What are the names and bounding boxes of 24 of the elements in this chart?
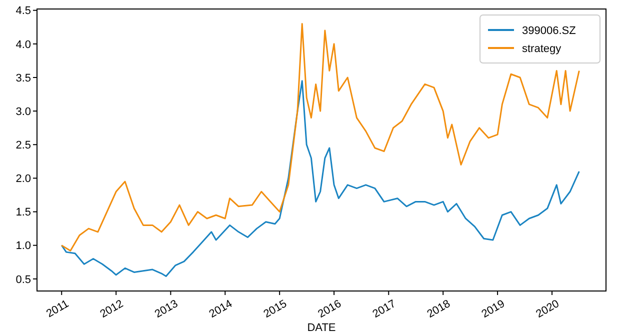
x-tick-label: 2013 [152,298,180,321]
line-series [60,80,580,277]
legend-label: 399006.SZ [522,24,576,37]
x-tick-label: 2020 [534,298,562,321]
y-tick-label: 1.5 [16,206,31,219]
legend-label: strategy [522,42,562,55]
x-tick-label: 2019 [480,298,507,321]
y-tick-label: 0.5 [16,274,31,286]
line-series [60,23,580,252]
x-tick-label: 2011 [44,298,71,320]
x-tick-label: 2018 [425,298,452,321]
y-tick-label: 1.0 [16,240,31,252]
x-tick-label: 2012 [98,298,126,321]
y-tick-label: 3.0 [16,106,31,118]
x-tick-label: 2016 [316,298,344,321]
x-tick-label: 2017 [370,298,398,321]
x-axis-title: DATE [307,322,336,333]
y-tick-label: 4.0 [16,38,31,51]
x-tick-label: 2014 [207,298,234,321]
y-tick-label: 4.5 [16,5,31,18]
y-tick-label: 3.5 [16,72,31,84]
y-tick-label: 2.5 [16,139,31,152]
y-tick-label: 2.0 [16,173,31,186]
x-tick-label: 2015 [262,298,289,321]
